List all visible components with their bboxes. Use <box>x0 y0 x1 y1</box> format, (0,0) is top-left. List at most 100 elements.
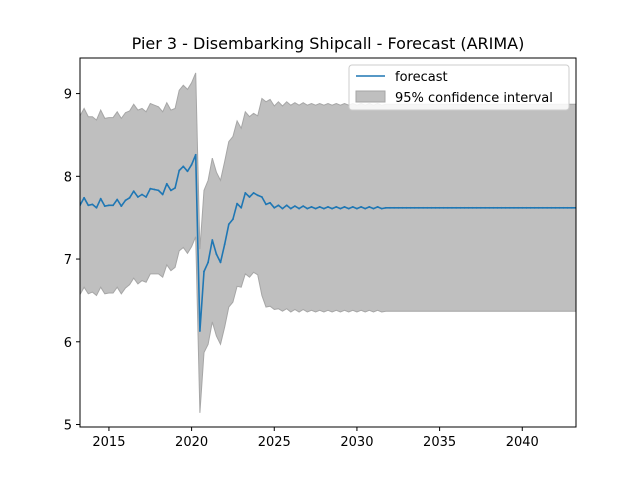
forecast-point <box>368 206 371 208</box>
legend-interval-swatch <box>355 90 386 103</box>
forecast-point <box>542 206 544 209</box>
forecast-point <box>500 206 503 209</box>
forecast-point <box>120 205 123 208</box>
forecast-point <box>323 207 325 210</box>
forecast-point <box>269 201 271 204</box>
legend-box <box>348 64 570 111</box>
forecast-point <box>112 204 114 207</box>
plot-frame <box>79 57 577 428</box>
forecast-point <box>232 218 234 221</box>
forecast-point <box>91 203 94 206</box>
forecast-point <box>289 207 292 210</box>
forecast-point <box>252 192 255 194</box>
forecast-point <box>438 206 441 209</box>
y-axis: 5 6 7 8 9 <box>64 88 80 434</box>
forecast-point <box>422 206 424 209</box>
forecast-point <box>207 261 210 264</box>
x-axis: 2015 2020 2025 2030 2035 2040 <box>92 427 539 450</box>
forecast-point <box>199 330 201 332</box>
forecast-point <box>302 205 305 208</box>
forecast-point <box>550 206 553 209</box>
forecast-point <box>310 206 313 208</box>
legend-forecast-label: forecast <box>395 70 448 85</box>
confidence-interval-band <box>80 72 576 413</box>
forecast-point <box>99 197 102 200</box>
forecast-point <box>405 206 408 209</box>
forecast-points <box>80 153 576 332</box>
forecast-point <box>372 207 375 210</box>
forecast-point <box>413 206 416 209</box>
forecast-point <box>376 206 379 208</box>
x-tick-label: 2030 <box>340 435 373 450</box>
forecast-point <box>537 206 540 209</box>
forecast-point <box>430 206 433 209</box>
y-tick-label: 7 <box>64 253 72 268</box>
forecast-point <box>149 187 152 190</box>
forecast-point <box>244 192 247 194</box>
forecast-point <box>240 206 243 209</box>
forecast-point <box>153 188 156 191</box>
forecast-point <box>525 206 528 209</box>
forecast-point <box>124 199 127 202</box>
forecast-point <box>566 206 569 209</box>
forecast-point <box>426 206 429 209</box>
x-tick-label: 2025 <box>258 435 291 450</box>
forecast-point <box>442 206 445 209</box>
forecast-point <box>364 207 367 210</box>
forecast-point <box>219 261 222 264</box>
forecast-point <box>128 196 131 199</box>
forecast-point <box>318 206 321 208</box>
forecast-point <box>554 206 557 209</box>
legend-interval-label: 95% confidence interval <box>395 91 553 106</box>
x-tick-label: 2040 <box>506 435 539 450</box>
forecast-point <box>509 206 511 209</box>
forecast-point <box>95 206 98 209</box>
plot-area <box>80 72 576 413</box>
forecast-point <box>529 206 532 209</box>
forecast-point <box>306 207 309 210</box>
forecast-point <box>331 207 333 210</box>
forecast-point <box>521 206 524 209</box>
y-tick-label: 8 <box>64 170 72 185</box>
forecast-point <box>356 207 358 210</box>
forecast-point <box>380 207 383 210</box>
y-tick-label: 9 <box>64 88 72 103</box>
forecast-point <box>447 206 449 209</box>
forecast-point <box>194 153 197 156</box>
forecast-point <box>294 205 296 208</box>
forecast-point <box>546 206 548 209</box>
chart-title: Pier 3 - Disembarking Shipcall - Forecas… <box>132 34 525 53</box>
forecast-point <box>418 206 420 209</box>
forecast-point <box>256 194 259 197</box>
forecast-point <box>343 206 346 208</box>
forecast-point <box>157 189 160 192</box>
forecast-point <box>513 206 515 209</box>
forecast-point <box>401 206 404 209</box>
forecast-point <box>145 196 148 198</box>
forecast-point <box>137 196 139 198</box>
forecast-point <box>480 206 482 209</box>
forecast-point <box>165 182 168 185</box>
legend: forecast 95% confidence interval <box>348 64 570 111</box>
forecast-point <box>562 206 565 209</box>
forecast-point <box>132 190 135 193</box>
forecast-point <box>285 204 288 207</box>
forecast-point <box>459 206 462 209</box>
forecast-point <box>273 206 276 209</box>
forecast-point <box>475 206 478 209</box>
forecast-point <box>227 223 230 226</box>
forecast-point <box>103 205 106 208</box>
forecast-point <box>298 207 300 210</box>
forecast-point <box>87 204 90 207</box>
forecast-point <box>236 202 239 205</box>
x-tick-label: 2035 <box>423 435 456 450</box>
forecast-point <box>347 207 350 210</box>
forecast-point <box>170 189 172 192</box>
forecast-point <box>178 169 181 172</box>
forecast-point <box>451 206 453 209</box>
forecast-point <box>484 206 486 209</box>
forecast-point <box>571 206 573 209</box>
forecast-point <box>215 253 218 256</box>
forecast-point <box>389 206 391 209</box>
